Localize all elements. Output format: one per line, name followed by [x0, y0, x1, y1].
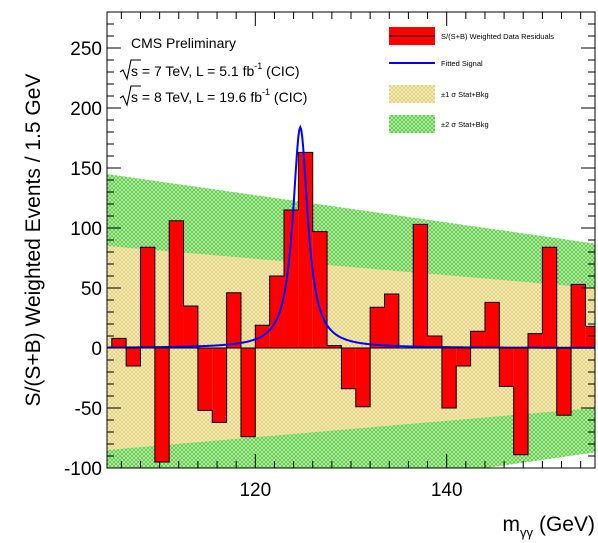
legend-label-signal: Fitted Signal [441, 59, 483, 68]
residual-bar [126, 348, 141, 366]
x-tick-label: 120 [239, 480, 271, 501]
residual-bar [456, 348, 471, 366]
y-tick-label: 200 [70, 99, 102, 120]
sqrt-symbol [119, 85, 141, 107]
residual-bar [571, 284, 586, 348]
residual-bar [298, 152, 313, 348]
residual-bar [413, 224, 428, 348]
residual-bar [499, 348, 514, 387]
energy-line-7tev: s = 7 TeV, L = 5.1 fb-1 (CIC) [119, 59, 300, 81]
cic-label-8: (CIC) [270, 89, 307, 105]
x-axis-symbol: m [502, 513, 520, 536]
energy-lumi-8: = 8 TeV, L = 19.6 fb [138, 89, 262, 105]
legend-label-band2: ±2 σ Stat+Bkg [441, 120, 489, 129]
residual-bar [384, 294, 399, 348]
residual-bar [212, 348, 227, 423]
residual-bar [484, 302, 500, 348]
residual-bar [355, 348, 371, 407]
residual-bar [556, 348, 572, 416]
legend: S/(S+B) Weighted Data Residuals Fitted S… [389, 27, 554, 133]
experiment-label: CMS Preliminary [131, 35, 236, 51]
svg-text:s = 8 TeV, L = 19.6 fb-1 (CIC): s = 8 TeV, L = 19.6 fb-1 (CIC) [131, 87, 307, 105]
y-tick-label: -100 [64, 459, 102, 480]
y-axis-title: S/(S+B) Weighted Events / 1.5 GeV [22, 74, 45, 407]
residual-bar [140, 247, 155, 348]
axis-ticks: -100 -50 0 50 100 150 200 250 120 140 [64, 11, 595, 501]
residual-bar [269, 276, 285, 348]
residual-bar [197, 348, 213, 411]
energy-line-8tev: s = 8 TeV, L = 19.6 fb-1 (CIC) [119, 85, 307, 107]
residual-bars [111, 151, 595, 463]
residual-bar [327, 345, 342, 348]
lumi-exponent-8: -1 [262, 87, 270, 97]
residual-bar [441, 348, 457, 408]
sqrt-symbol [119, 59, 141, 81]
y-tick-label: -50 [75, 399, 102, 420]
y-tick-label: 50 [81, 279, 102, 300]
legend-label-residuals: S/(S+B) Weighted Data Residuals [441, 32, 554, 41]
svg-text:s = 7 TeV, L = 5.1 fb-1 (CIC): s = 7 TeV, L = 5.1 fb-1 (CIC) [131, 61, 300, 79]
residual-bar [513, 348, 529, 455]
residual-bar [542, 247, 557, 348]
y-tick-label: 0 [91, 339, 102, 360]
residual-bar [169, 220, 184, 348]
lumi-exponent-7: -1 [254, 61, 262, 71]
residual-bar [585, 326, 595, 348]
legend-swatch-band1 [389, 85, 435, 103]
residual-bar [427, 336, 442, 348]
residual-bar [111, 338, 127, 348]
x-axis-title: mγγ (GeV) [502, 513, 595, 540]
legend-swatch-band2 [389, 115, 435, 133]
y-tick-label: 100 [70, 219, 102, 240]
residual-bar [370, 307, 385, 348]
residual-bar [284, 210, 299, 348]
residual-bar [528, 333, 543, 348]
y-tick-label: 150 [70, 159, 102, 180]
energy-lumi-7: = 7 TeV, L = 5.1 fb [138, 63, 254, 79]
residual-bar [154, 348, 170, 462]
legend-label-band1: ±1 σ Stat+Bkg [441, 90, 489, 99]
residual-bar [240, 348, 256, 437]
residual-bar [470, 331, 485, 348]
y-tick-label: 250 [70, 39, 102, 60]
residual-outline [111, 151, 595, 463]
x-tick-label: 140 [431, 480, 463, 501]
residual-bar [226, 292, 241, 348]
residual-bar [341, 348, 356, 389]
cic-label-7: (CIC) [262, 63, 299, 79]
sqrt-s-7: s [131, 63, 138, 79]
residual-bar [183, 306, 198, 348]
x-axis-unit: (GeV) [539, 513, 595, 536]
x-axis-subscript: γγ [520, 525, 534, 540]
sqrt-s-8: s [131, 89, 138, 105]
